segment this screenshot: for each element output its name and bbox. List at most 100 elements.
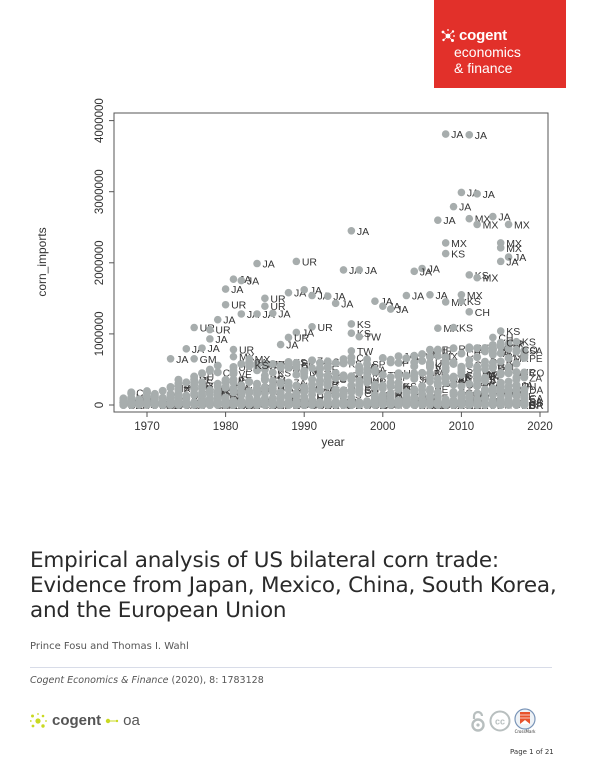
point-label: UR <box>239 345 255 357</box>
data-point <box>457 297 466 305</box>
svg-text:CH: CH <box>309 393 323 404</box>
svg-text:PE: PE <box>435 401 449 412</box>
svg-text:MX: MX <box>215 388 230 399</box>
svg-text:UR: UR <box>270 383 284 394</box>
svg-text:KS: KS <box>498 364 512 375</box>
svg-text:KS: KS <box>349 359 363 370</box>
data-point <box>229 352 238 361</box>
point-label: CO <box>522 345 538 357</box>
data-point <box>434 324 442 333</box>
svg-text:CO: CO <box>529 369 544 380</box>
svg-text:VE: VE <box>238 401 252 412</box>
point-label: JA <box>459 202 471 214</box>
data-point <box>190 354 198 363</box>
svg-text:SP: SP <box>372 360 386 371</box>
data-point <box>489 333 497 342</box>
x-axis-label: year <box>321 435 344 449</box>
svg-text:PB: PB <box>341 401 355 412</box>
svg-text:DA: DA <box>490 358 504 369</box>
svg-text:VE: VE <box>435 363 449 374</box>
point-label: JA <box>498 212 510 224</box>
svg-text:VE: VE <box>349 401 363 412</box>
axes: 1970 1980 1990 2000 2010 2020 0 1000000 2000000 3… <box>94 98 553 433</box>
svg-text:SA: SA <box>506 349 520 360</box>
svg-text:CH: CH <box>270 383 284 394</box>
data-point <box>284 288 293 297</box>
svg-text:UR: UR <box>372 378 386 389</box>
svg-text:SP: SP <box>136 401 150 412</box>
svg-text:IR: IR <box>514 340 524 351</box>
brand-subject-line1: economics <box>454 44 521 60</box>
point-label: KS <box>522 337 536 349</box>
data-point <box>292 328 301 337</box>
point-label: JA <box>247 276 259 288</box>
svg-text:SP: SP <box>396 373 410 384</box>
svg-text:SA: SA <box>246 401 260 412</box>
open-access-lock-icon[interactable] <box>470 710 486 732</box>
data-point <box>253 310 261 318</box>
data-point <box>504 220 513 229</box>
svg-text:RS: RS <box>482 375 496 386</box>
svg-text:MX: MX <box>309 367 324 378</box>
svg-text:PB: PB <box>498 347 512 358</box>
point-label: KS <box>459 323 473 335</box>
page-number: Page 1 of 21 <box>510 748 554 756</box>
journal-brand-logo[interactable]: cogent economics & finance <box>434 0 566 88</box>
point-label: KS <box>357 319 371 331</box>
svg-text:JA: JA <box>419 375 431 386</box>
data-point <box>355 332 364 341</box>
point-label: KS <box>506 326 520 338</box>
data-point <box>206 325 214 334</box>
citation-details: (2020), 8: 1783128 <box>168 675 264 686</box>
data-point <box>449 202 458 211</box>
svg-text:SP: SP <box>490 401 504 412</box>
x-tick-label: 2000 <box>370 421 396 433</box>
svg-text:TW: TW <box>482 371 498 382</box>
svg-text:PE: PE <box>199 376 213 387</box>
svg-text:SP: SP <box>411 395 425 406</box>
svg-text:SA: SA <box>168 401 182 412</box>
point-label: MX <box>506 243 522 255</box>
data-point <box>245 361 253 369</box>
data-point <box>441 298 450 306</box>
x-tick-label: 2020 <box>527 421 553 433</box>
cogent-oa-logo[interactable]: cogent oa <box>30 712 140 729</box>
data-point <box>347 320 356 328</box>
svg-text:RS: RS <box>333 375 347 386</box>
svg-text:DA: DA <box>529 385 543 396</box>
svg-text:KS: KS <box>349 390 363 401</box>
svg-text:UR: UR <box>231 384 245 395</box>
svg-text:VE: VE <box>270 401 284 412</box>
svg-text:SP: SP <box>160 401 174 412</box>
svg-text:KS: KS <box>223 401 237 412</box>
svg-text:MX: MX <box>215 386 230 397</box>
article-authors[interactable]: Prince Fosu and Thomas I. Wahl <box>30 641 189 652</box>
svg-text:GU: GU <box>199 373 214 384</box>
point-label: JA <box>412 291 424 303</box>
svg-text:PE: PE <box>396 391 410 402</box>
creative-commons-icon[interactable]: cc <box>489 710 511 732</box>
point-label: UR <box>215 325 231 337</box>
divider <box>30 667 552 668</box>
cogent-oa-burst-icon <box>30 712 47 728</box>
y-axis-label: corn_imports <box>35 227 49 296</box>
point-label: JA <box>443 215 455 227</box>
crossmark-badge[interactable]: CrossMark <box>514 708 536 734</box>
data-point <box>465 308 474 316</box>
svg-text:RS: RS <box>270 375 284 386</box>
data-point <box>489 212 497 221</box>
data-point <box>213 315 222 324</box>
data-point <box>237 276 246 285</box>
svg-text:SP: SP <box>435 374 449 385</box>
y-tick-label: 4000000 <box>94 98 106 143</box>
svg-text:CA: CA <box>529 394 543 405</box>
x-tick-label: 1970 <box>134 421 160 433</box>
data-point <box>441 239 450 247</box>
data-point <box>355 266 364 274</box>
point-label: CH <box>475 307 490 319</box>
oa-brand-name: cogent <box>52 712 102 729</box>
svg-text:DA: DA <box>325 377 339 388</box>
data-point <box>331 299 340 308</box>
svg-text:KS: KS <box>482 366 496 377</box>
svg-text:CH: CH <box>341 389 355 400</box>
